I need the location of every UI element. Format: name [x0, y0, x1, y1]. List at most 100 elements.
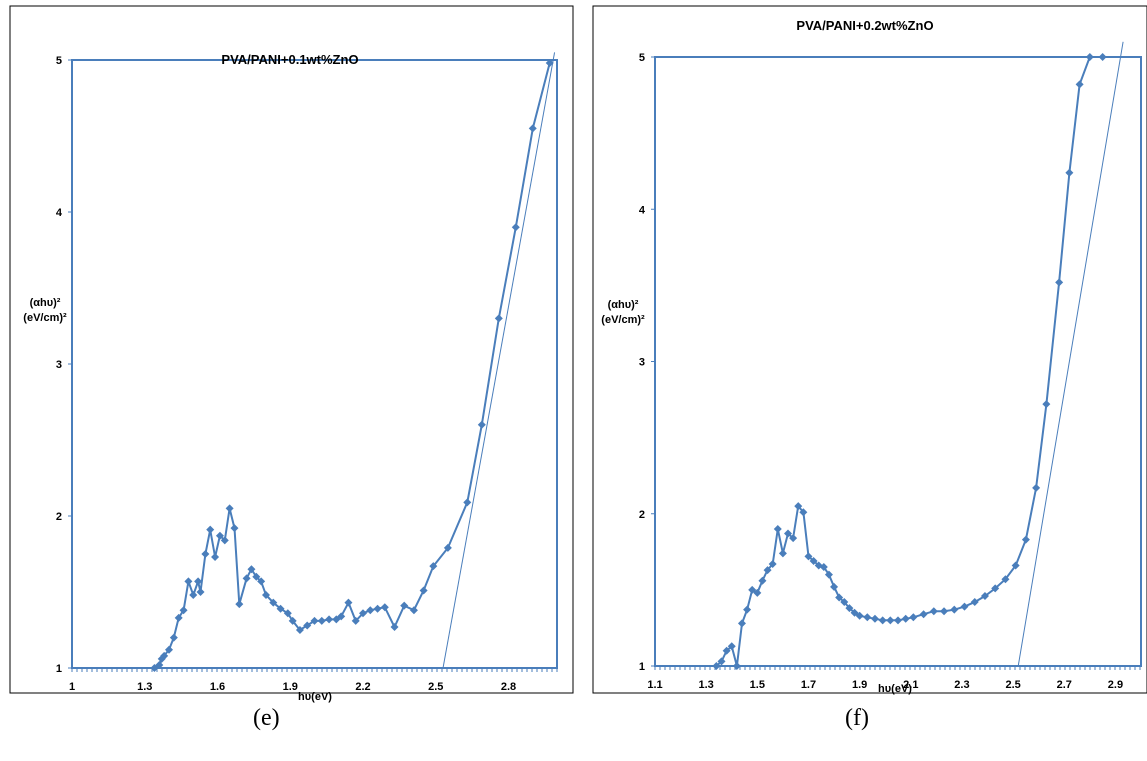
- plot-area: [71, 59, 558, 669]
- data-point: [242, 574, 251, 583]
- data-point: [366, 606, 375, 615]
- data-point: [929, 607, 938, 616]
- y-axis-label-line2: (eV/cm)²: [23, 312, 67, 324]
- data-point: [443, 543, 452, 552]
- data-point: [155, 660, 164, 669]
- data-point: [380, 603, 389, 612]
- data-point: [950, 605, 959, 614]
- data-point: [712, 662, 721, 670]
- x-tick-label: 2.9: [1108, 679, 1123, 691]
- data-point: [179, 606, 188, 615]
- data-point: [863, 613, 872, 622]
- data-point: [230, 524, 239, 533]
- data-point: [400, 601, 409, 610]
- data-point: [194, 577, 203, 586]
- data-point: [201, 550, 210, 558]
- chart-title: PVA/PANI+0.2wt%ZnO: [796, 18, 933, 33]
- data-point: [799, 508, 808, 517]
- y-axis-label-line2: (eV/cm)²: [601, 314, 645, 326]
- x-tick-label: 1.3: [137, 681, 152, 693]
- x-tick-label: 2.5: [1005, 679, 1020, 691]
- data-point: [196, 588, 205, 596]
- data-point: [743, 605, 752, 614]
- data-point: [288, 616, 297, 625]
- data-point: [1055, 278, 1064, 287]
- data-point: [429, 562, 438, 571]
- data-point: [878, 616, 887, 625]
- x-tick-label: 1.9: [283, 681, 298, 693]
- x-tick-label: 2.7: [1057, 679, 1072, 691]
- chart-f: 1 2 3 4 5 1.1 1.3 1.5 1.7 1.9 2.1 2.3 2.5 2.7 2.9 PVA/P…: [601, 18, 1142, 695]
- data-point: [845, 604, 854, 613]
- x-tick-label: 1.5: [750, 679, 765, 691]
- y-axis-label-line1: (αhυ)²: [30, 297, 61, 309]
- y-tick-label: 4: [56, 207, 63, 219]
- linear-fit-line: [442, 52, 556, 669]
- data-point: [247, 565, 256, 574]
- data-point: [419, 586, 428, 595]
- data-point: [545, 59, 554, 68]
- data-point: [1085, 53, 1094, 61]
- data-point: [758, 576, 767, 585]
- panel-e-caption: (e): [253, 705, 280, 731]
- data-point: [215, 531, 224, 540]
- data-point: [753, 588, 762, 597]
- data-point: [1001, 575, 1010, 584]
- data-point: [748, 585, 757, 594]
- data-point: [809, 556, 818, 565]
- data-point: [477, 420, 486, 429]
- data-point: [1042, 400, 1051, 409]
- x-tick-label: 1: [69, 681, 75, 693]
- data-point: [794, 502, 803, 511]
- data-point: [184, 577, 193, 586]
- panel-f-frame: [592, 5, 1147, 694]
- data-point: [165, 645, 173, 654]
- data-point: [262, 591, 270, 600]
- data-point: [768, 559, 777, 568]
- data-point: [257, 577, 266, 586]
- data-point: [940, 607, 949, 616]
- data-point: [269, 598, 278, 607]
- data-point: [763, 566, 772, 575]
- x-tick-label: 1.6: [210, 681, 225, 693]
- y-tick-label: 5: [639, 52, 645, 64]
- data-point: [1075, 80, 1084, 89]
- data-point: [189, 591, 198, 600]
- data-point: [1011, 561, 1020, 570]
- data-point: [1032, 483, 1041, 492]
- data-point: [840, 598, 849, 607]
- data-point: [970, 598, 979, 607]
- chart-e: 1 2 3 4 5 1 1.3 1.6 1.9 2.2 2.5 2.8 PVA/PANI+0.1wt%Z…: [23, 52, 558, 703]
- data-point: [784, 529, 793, 538]
- x-tick-label: 2.1: [903, 679, 918, 691]
- data-point: [276, 604, 285, 613]
- y-tick-label: 2: [56, 511, 62, 523]
- y-tick-label: 3: [56, 359, 62, 371]
- data-point: [211, 553, 220, 562]
- data-point: [727, 642, 736, 651]
- data-point: [835, 593, 844, 602]
- data-point: [295, 626, 304, 634]
- data-point: [850, 608, 859, 617]
- data-point: [317, 616, 326, 625]
- linear-fit-line: [1017, 41, 1124, 667]
- data-point: [235, 600, 244, 609]
- data-point: [1098, 53, 1107, 61]
- x-tick-label: 1.1: [647, 679, 662, 691]
- x-tick-label: 1.9: [852, 679, 867, 691]
- data-point: [206, 525, 215, 534]
- data-point: [901, 614, 910, 623]
- data-point: [824, 570, 833, 579]
- data-point: [225, 504, 234, 513]
- data-point: [494, 314, 503, 323]
- series-line: [153, 62, 551, 669]
- data-point: [960, 602, 969, 611]
- y-tick-label: 1: [639, 661, 645, 673]
- data-point: [359, 609, 367, 618]
- data-point: [373, 604, 382, 613]
- y-tick-label: 4: [639, 204, 646, 216]
- series-line: [715, 56, 1103, 667]
- y-tick-label: 2: [639, 509, 645, 521]
- x-tick-label: 1.7: [801, 679, 816, 691]
